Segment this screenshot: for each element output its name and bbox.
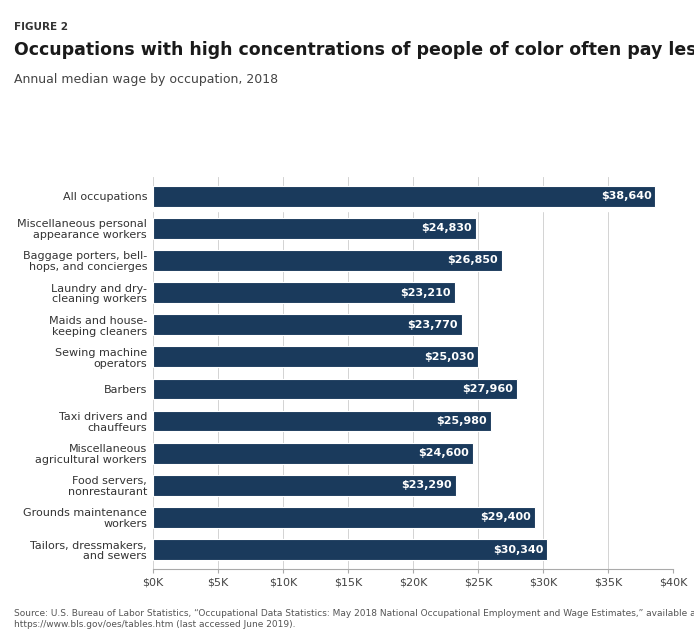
Bar — [153, 346, 478, 367]
Text: $23,290: $23,290 — [401, 480, 452, 490]
Text: FIGURE 2: FIGURE 2 — [14, 22, 68, 32]
Text: $30,340: $30,340 — [493, 545, 543, 554]
Text: $23,210: $23,210 — [400, 288, 451, 298]
Bar — [153, 282, 455, 303]
Text: $38,640: $38,640 — [601, 191, 652, 201]
Text: $25,980: $25,980 — [437, 416, 487, 426]
Bar — [153, 507, 535, 528]
Bar — [153, 539, 548, 560]
Text: $27,960: $27,960 — [462, 384, 513, 394]
Text: $24,600: $24,600 — [418, 448, 469, 458]
Text: Annual median wage by occupation, 2018: Annual median wage by occupation, 2018 — [14, 73, 278, 86]
Text: $29,400: $29,400 — [480, 513, 532, 523]
Text: $24,830: $24,830 — [421, 223, 472, 233]
Bar — [153, 443, 473, 464]
Bar — [153, 250, 502, 271]
Text: $38,640: $38,640 — [601, 191, 652, 201]
Bar — [153, 218, 476, 239]
Bar — [153, 186, 655, 207]
Bar — [153, 411, 491, 432]
Text: $25,030: $25,030 — [424, 352, 475, 362]
Text: Occupations with high concentrations of people of color often pay less: Occupations with high concentrations of … — [14, 41, 694, 59]
Bar — [153, 207, 673, 210]
Bar — [153, 186, 655, 207]
Text: $26,850: $26,850 — [448, 255, 498, 265]
Text: CAP: CAP — [625, 607, 656, 621]
Text: Source: U.S. Bureau of Labor Statistics, “Occupational Data Statistics: May 2018: Source: U.S. Bureau of Labor Statistics,… — [14, 609, 694, 629]
Bar — [153, 379, 516, 399]
Text: $23,770: $23,770 — [407, 320, 458, 330]
Bar — [153, 475, 456, 495]
Bar — [153, 314, 462, 335]
